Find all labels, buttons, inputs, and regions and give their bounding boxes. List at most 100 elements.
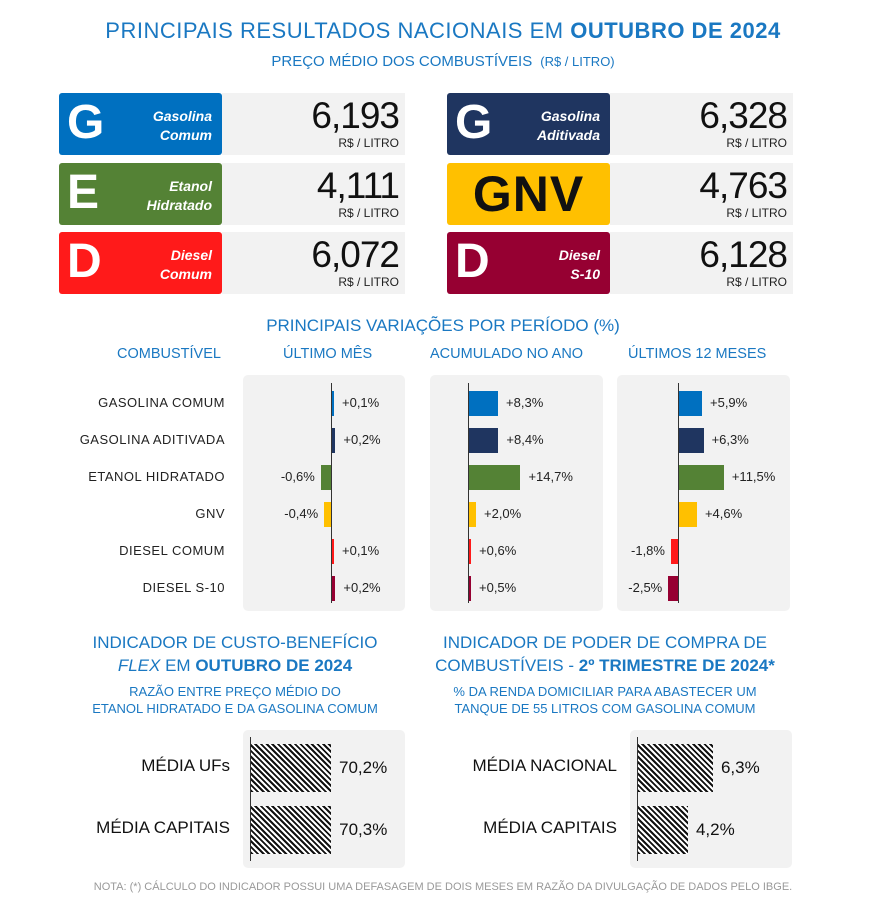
category-label: MÉDIA NACIONAL bbox=[472, 756, 617, 775]
chart-panel bbox=[243, 375, 405, 611]
price-card: GNV 4,763 R$ / LITRO bbox=[447, 163, 793, 225]
fuel-name-line: Gasolina bbox=[540, 108, 600, 124]
bar bbox=[332, 539, 334, 564]
category-label: GASOLINA COMUM bbox=[98, 395, 225, 410]
price-box: 4,763 R$ / LITRO bbox=[610, 163, 793, 225]
chart-panel bbox=[430, 375, 603, 611]
chart-axis bbox=[678, 383, 679, 603]
data-label: 6,3% bbox=[720, 758, 760, 777]
price-unit: R$ / LITRO bbox=[338, 136, 399, 150]
price-value: 6,328 bbox=[699, 95, 788, 136]
data-label: 4,2% bbox=[695, 820, 735, 839]
price-box: 4,111 R$ / LITRO bbox=[222, 163, 405, 225]
category-label: DIESEL COMUM bbox=[119, 543, 225, 558]
fuel-name-line: Hidratado bbox=[146, 197, 212, 213]
fuel-letter: D bbox=[455, 235, 490, 288]
fuel-name: Gasolina Comum bbox=[112, 107, 212, 145]
data-label: +0,1% bbox=[342, 543, 380, 558]
bar bbox=[469, 428, 499, 453]
bar bbox=[469, 465, 521, 490]
variations-title: PRINCIPAIS VARIAÇÕES POR PERÍODO (%) bbox=[266, 316, 620, 335]
price-value: 6,193 bbox=[311, 95, 400, 136]
data-label: +2,0% bbox=[484, 506, 522, 521]
category-label: MÉDIA UFs bbox=[141, 756, 230, 775]
price-box: 6,072 R$ / LITRO bbox=[222, 232, 405, 294]
column-header-12-months: ÚLTIMOS 12 MESES bbox=[628, 346, 767, 362]
footnote: NOTA: (*) CÁLCULO DO INDICADOR POSSUI UM… bbox=[93, 881, 793, 893]
bar bbox=[324, 502, 331, 527]
data-label: -2,5% bbox=[628, 580, 663, 595]
chart-axis bbox=[250, 737, 251, 861]
data-label: 70,2% bbox=[339, 758, 388, 777]
chart-axis bbox=[637, 737, 638, 861]
column-header-fuel: COMBUSTÍVEL bbox=[117, 346, 221, 362]
data-label: +11,5% bbox=[731, 469, 776, 484]
fuel-letter: D bbox=[67, 235, 102, 288]
fuel-name: Etanol Hidratado bbox=[112, 177, 212, 215]
bar bbox=[332, 391, 334, 416]
price-value: 4,111 bbox=[316, 165, 400, 206]
fuel-tag: GNV bbox=[447, 163, 610, 225]
data-label: -1,8% bbox=[631, 543, 665, 558]
bar bbox=[679, 391, 702, 416]
fuel-tag: G Gasolina Comum bbox=[59, 93, 222, 155]
fuel-name-line: S-10 bbox=[570, 266, 600, 282]
price-card: E Etanol Hidratado 4,111 R$ / LITRO bbox=[59, 163, 405, 225]
fuel-name: Diesel S-10 bbox=[500, 246, 600, 284]
data-label: +6,3% bbox=[711, 432, 749, 447]
fuel-name: Gasolina Aditivada bbox=[500, 107, 600, 145]
fuel-name-line: Diesel bbox=[558, 247, 600, 263]
data-label: +4,6% bbox=[704, 506, 743, 521]
fuel-name: Diesel Comum bbox=[112, 246, 212, 284]
price-card: D Diesel S-10 6,128 R$ / LITRO bbox=[447, 232, 793, 294]
bar bbox=[679, 428, 704, 453]
flex-indicator-title: INDICADOR DE CUSTO-BENEFÍCIO FLEX EM OUT… bbox=[92, 633, 378, 675]
bar bbox=[668, 576, 678, 601]
page-subtitle: PREÇO MÉDIO DOS COMBUSTÍVEIS (R$ / LITRO) bbox=[271, 53, 615, 70]
column-header-last-month: ÚLTIMO MÊS bbox=[283, 346, 373, 362]
price-unit: R$ / LITRO bbox=[338, 275, 399, 289]
purchasing-power-subtitle: % DA RENDA DOMICILIAR PARA ABASTECER UM T… bbox=[453, 684, 757, 716]
data-label: +5,9% bbox=[710, 395, 748, 410]
fuel-tag: E Etanol Hidratado bbox=[59, 163, 222, 225]
data-label: -0,6% bbox=[280, 469, 315, 484]
purchasing-power-title: INDICADOR DE PODER DE COMPRA DE COMBUSTÍ… bbox=[435, 633, 775, 675]
category-label: MÉDIA CAPITAIS bbox=[483, 818, 617, 837]
category-label: GASOLINA ADITIVADA bbox=[79, 432, 225, 447]
data-label: +0,2% bbox=[343, 432, 381, 447]
price-value: 4,763 bbox=[699, 165, 788, 206]
price-unit: R$ / LITRO bbox=[338, 206, 399, 220]
fuel-letter: G bbox=[455, 96, 493, 149]
hatched-bar bbox=[251, 806, 332, 854]
fuel-letter: GNV bbox=[472, 166, 585, 222]
fuel-name-line: Diesel bbox=[170, 247, 212, 263]
fuel-name-line: Aditivada bbox=[536, 127, 600, 143]
price-value: 6,128 bbox=[699, 234, 788, 275]
fuel-letter: E bbox=[67, 166, 100, 219]
fuel-tag: G Gasolina Aditivada bbox=[447, 93, 610, 155]
category-label: MÉDIA CAPITAIS bbox=[96, 818, 230, 837]
bar bbox=[332, 576, 336, 601]
fuel-tag: D Diesel Comum bbox=[59, 232, 222, 294]
page-title: PRINCIPAIS RESULTADOS NACIONAIS EM OUTUB… bbox=[105, 18, 781, 43]
bar bbox=[670, 539, 678, 564]
hatched-bar bbox=[638, 806, 688, 854]
bar bbox=[469, 391, 499, 416]
hatched-bar bbox=[638, 744, 713, 792]
fuel-name-line: Comum bbox=[159, 266, 212, 282]
bar bbox=[320, 465, 331, 490]
flex-indicator-subtitle: RAZÃO ENTRE PREÇO MÉDIO DO ETANOL HIDRATA… bbox=[92, 684, 378, 716]
bar bbox=[469, 539, 472, 564]
category-label: ETANOL HIDRATADO bbox=[88, 469, 225, 484]
data-label: +14,7% bbox=[528, 469, 573, 484]
price-unit: R$ / LITRO bbox=[726, 136, 787, 150]
fuel-name-line: Etanol bbox=[169, 178, 212, 194]
category-label: GNV bbox=[195, 506, 225, 521]
bar bbox=[332, 428, 336, 453]
price-value: 6,072 bbox=[311, 234, 400, 275]
bar bbox=[679, 465, 724, 490]
data-label: 70,3% bbox=[339, 820, 388, 839]
price-card: G Gasolina Aditivada 6,328 R$ / LITRO bbox=[447, 93, 793, 155]
price-box: 6,193 R$ / LITRO bbox=[222, 93, 405, 155]
